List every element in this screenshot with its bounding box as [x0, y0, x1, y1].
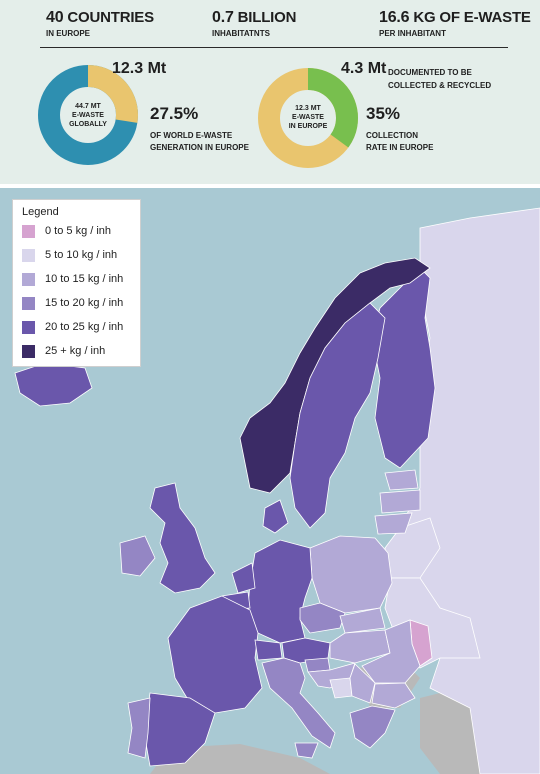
stat-inhabitants-sub: INHABITATNTS [212, 29, 270, 38]
country-serbia [349, 663, 376, 704]
donut-europe-caption: COLLECTION RATE IN EUROPE [366, 130, 433, 154]
donut-global-caption-line1: OF WORLD E-WASTE [150, 131, 233, 140]
country-bulgaria [371, 682, 416, 709]
country-estonia [384, 469, 419, 491]
stat-inhabitants: 0.7 BILLION INHABITATNTS [212, 9, 296, 38]
legend-item: 10 to 15 kg / inh [22, 272, 123, 286]
country-germany [247, 539, 313, 644]
donut-europe-center: 12.3 Mt E-WASTE IN EUROPE [278, 104, 338, 131]
country-netherlands [231, 562, 256, 594]
legend-label: 25 + kg / inh [45, 345, 106, 357]
legend-label: 10 to 15 kg / inh [45, 273, 124, 285]
country-bosnia [329, 677, 353, 699]
legend-label: 20 to 25 kg / inh [45, 321, 124, 333]
donut-europe-note-line1: DOCUMENTED TO BE [388, 68, 472, 77]
legend-label: 5 to 10 kg / inh [45, 249, 118, 261]
donut-europe-caption-line2: RATE IN EUROPE [366, 143, 434, 152]
legend-label: 0 to 5 kg / inh [45, 225, 112, 237]
country-slovenia [304, 657, 331, 673]
country-ireland [119, 535, 156, 577]
legend-item: 0 to 5 kg / inh [22, 224, 111, 238]
stat-ewaste-sub: PER INHABITANT [379, 29, 446, 38]
country-united-kingdom [149, 482, 216, 594]
donut-global-percent: 27.5% [150, 104, 199, 123]
europe-map-panel [0, 188, 540, 774]
collection-rate-donut [258, 68, 358, 168]
stat-ewaste-per-inhabitant: 16.6 KG OF E-WASTE PER INHABITANT [379, 9, 531, 38]
donut-europe-note-line2: COLLECTED & RECYCLED [388, 81, 492, 90]
legend-item: 15 to 20 kg / inh [22, 296, 123, 310]
donut-europe-center-line2: E-WASTE [292, 114, 324, 121]
donut-global-caption-line2: GENERATION IN EUROPE [150, 143, 249, 152]
map-legend: Legend 0 to 5 kg / inh 5 to 10 kg / inh … [12, 199, 141, 367]
country-portugal [127, 697, 151, 759]
stat-countries: 40 COUNTRIES IN EUROPE [46, 9, 154, 38]
donut-global-caption: OF WORLD E-WASTE GENERATION IN EUROPE [150, 130, 249, 154]
country-france [167, 595, 263, 714]
country-switzerland [254, 639, 283, 661]
country-iceland [14, 362, 93, 407]
stat-countries-value: 40 [46, 9, 64, 26]
country-finland [371, 267, 436, 469]
legend-swatch [22, 248, 35, 262]
stat-countries-unit: COUNTRIES [67, 9, 154, 26]
country-sweden [289, 302, 386, 529]
donut-share-ring [38, 65, 138, 165]
donut-europe-caption-line1: COLLECTION [366, 131, 418, 140]
donut-europe-amount: 4.3 Mt [341, 60, 387, 77]
donut-europe-percent: 35% [366, 104, 401, 123]
legend-swatch [22, 272, 35, 286]
donut-global-center-line3: GLOBALLY [69, 121, 107, 128]
stat-countries-sub: IN EUROPE [46, 29, 91, 38]
donut-global-center-line2: E-WASTE [72, 112, 104, 119]
legend-swatch [22, 320, 35, 334]
donut-global-center: 44.7 Mt E-WASTE GLOBALLY [58, 102, 118, 129]
country-italy-sicily [294, 742, 319, 759]
legend-item: 5 to 10 kg / inh [22, 248, 117, 262]
country-slovakia [339, 607, 386, 634]
stat-ewaste-value: 16.6 [379, 9, 410, 26]
country-greece [349, 705, 396, 749]
stat-ewaste-unit: KG OF E-WASTE [413, 9, 531, 26]
legend-swatch [22, 344, 35, 358]
legend-swatch [22, 224, 35, 238]
donut-global-amount: 12.3 Mt [112, 60, 167, 77]
country-latvia [379, 489, 421, 514]
donut-europe-amount-note: DOCUMENTED TO BE COLLECTED & RECYCLED [388, 66, 491, 92]
legend-title: Legend [22, 206, 59, 218]
country-lithuania [374, 512, 413, 535]
country-italy [261, 657, 336, 749]
legend-item: 25 + kg / inh [22, 344, 105, 358]
country-denmark [262, 499, 289, 534]
europe-map [14, 207, 540, 774]
stat-inhabitants-unit: BILLION [237, 9, 297, 26]
global-share-donut [38, 65, 138, 165]
donut-global-center-line1: 44.7 Mt [75, 103, 101, 110]
donut-europe-center-line1: 12.3 Mt [295, 105, 321, 112]
legend-swatch [22, 296, 35, 310]
donut-europe-center-line3: IN EUROPE [288, 123, 328, 130]
legend-label: 15 to 20 kg / inh [45, 297, 124, 309]
stat-inhabitants-value: 0.7 [212, 9, 234, 26]
country-poland [309, 535, 393, 614]
legend-item: 20 to 25 kg / inh [22, 320, 123, 334]
donut-share-ring [258, 68, 358, 168]
country-czech-republic [299, 602, 346, 634]
stats-divider [40, 47, 508, 48]
